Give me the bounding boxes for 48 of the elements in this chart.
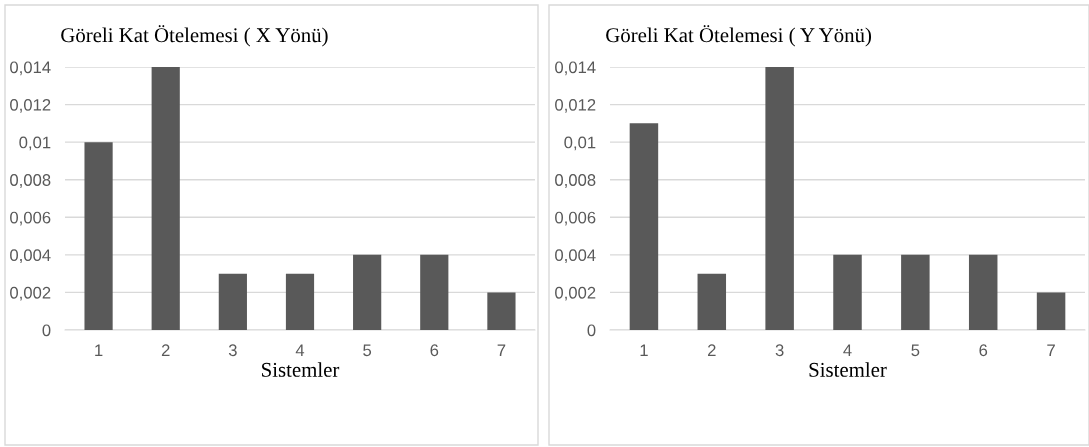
- y-tick-label: 0: [42, 324, 51, 337]
- y-tick-label: 0,012: [10, 98, 51, 113]
- x-tick-label: 2: [161, 344, 170, 356]
- x-tick-label: 5: [911, 344, 920, 357]
- chart-title: Göreli Kat Ötelemesi ( Y Yönü): [606, 25, 872, 47]
- x-tick-label: 3: [228, 344, 237, 357]
- y-tick-label: 0,01: [564, 136, 596, 151]
- x-tick-label: 1: [640, 344, 648, 356]
- y-tick-label: 0,006: [555, 211, 596, 226]
- bar: [833, 254, 862, 330]
- x-tick-label: 3: [775, 344, 784, 357]
- bar: [765, 67, 794, 330]
- x-tick-label: 1: [95, 344, 103, 356]
- y-tick-label: 0,014: [555, 61, 596, 76]
- bar: [420, 254, 449, 330]
- bar: [218, 273, 247, 330]
- bar: [968, 254, 998, 330]
- x-tick-label: 5: [363, 344, 372, 357]
- bar: [629, 123, 659, 330]
- bar: [84, 142, 113, 330]
- bar: [353, 254, 382, 330]
- chart-title: Göreli Kat Ötelemesi ( X Yönü): [61, 25, 328, 47]
- y-tick-label: 0,006: [10, 211, 51, 226]
- y-tick-label: 0,004: [10, 249, 51, 264]
- x-axis-title: Sistemler: [809, 362, 887, 377]
- bar: [901, 254, 930, 330]
- x-tick-label: 4: [843, 344, 852, 356]
- y-tick-label: 0: [587, 324, 596, 337]
- y-tick-label: 0,008: [555, 174, 596, 188]
- y-tick-label: 0,012: [555, 98, 596, 113]
- x-tick-label: 4: [295, 344, 305, 356]
- y-tick-label: 0,008: [10, 174, 51, 188]
- y-tick-label: 0,002: [10, 286, 51, 301]
- bar: [487, 292, 516, 330]
- bar: [697, 273, 727, 330]
- x-tick-label: 6: [979, 344, 988, 357]
- y-tick-label: 0,01: [19, 136, 51, 151]
- y-tick-label: 0,002: [555, 286, 596, 301]
- y-tick-label: 0,004: [555, 249, 596, 264]
- x-tick-label: 2: [707, 344, 716, 356]
- x-tick-label: 7: [1047, 344, 1055, 356]
- bar: [151, 67, 180, 330]
- x-tick-label: 6: [430, 344, 439, 357]
- y-tick-label: 0,014: [10, 61, 51, 76]
- bar: [1036, 292, 1066, 330]
- x-tick-label: 7: [497, 344, 506, 356]
- x-axis-title: Sistemler: [262, 362, 340, 377]
- bar: [285, 273, 315, 330]
